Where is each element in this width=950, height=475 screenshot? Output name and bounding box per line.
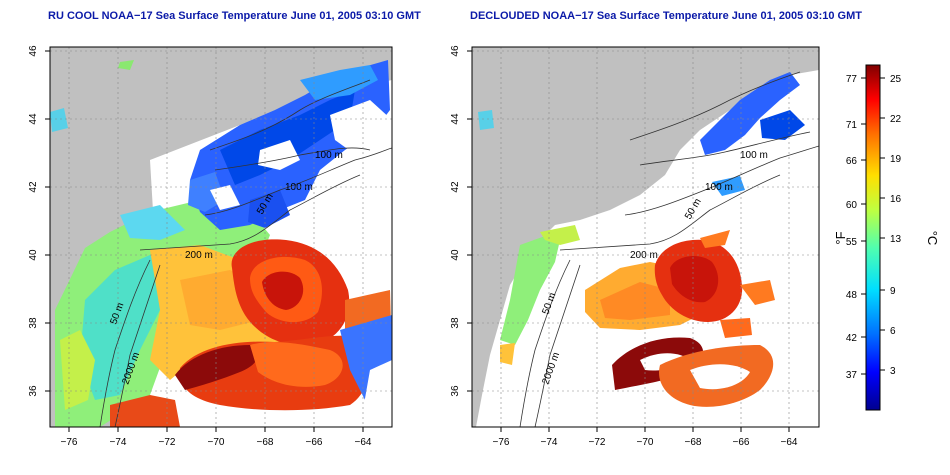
depth-contours (99, 79, 392, 427)
x-tick-label: −64 (781, 437, 798, 448)
x-tick-label: −72 (159, 437, 176, 448)
temperature-colorbar: 77 71 66 60 55 48 42 37 25 22 19 16 13 9… (833, 64, 940, 411)
x-tick-label: −70 (208, 437, 225, 448)
celsius-tick: 16 (890, 194, 902, 205)
colorbar-c-labels: 25 22 19 16 13 9 6 3 (890, 74, 902, 377)
fahrenheit-tick: 71 (846, 120, 858, 131)
y-tick-labels: 36 38 40 42 44 46 (28, 45, 39, 397)
x-tick-labels: −76 −74 −72 −70 −68 −66 −64 (493, 437, 798, 448)
y-tick-label: 46 (28, 45, 39, 57)
sst-field (478, 72, 805, 407)
celsius-tick: 9 (890, 286, 896, 297)
x-tick-label: −76 (493, 437, 510, 448)
y-tick-label: 36 (450, 385, 461, 397)
fahrenheit-label: °F (833, 231, 848, 244)
fahrenheit-tick: 66 (846, 156, 858, 167)
fahrenheit-tick: 77 (846, 74, 858, 85)
colorbar-f-labels: 77 71 66 60 55 48 42 37 (846, 74, 858, 381)
contour-label-100m-a: 100 m (315, 150, 343, 161)
colorbar-gradient (865, 64, 881, 411)
contour-label-200m: 200 m (185, 250, 213, 261)
x-tick-label: −66 (306, 437, 323, 448)
fahrenheit-tick: 48 (846, 290, 858, 301)
x-tick-label: −68 (257, 437, 274, 448)
left-map-panel: 100 m 100 m 50 m 200 m 50 m 2000 m (28, 45, 393, 448)
right-map-panel: 100 m 100 m 50 m 200 m 50 m 2000 m (450, 45, 820, 448)
y-tick-label: 40 (450, 249, 461, 261)
land-area (472, 47, 819, 427)
graticule (50, 47, 392, 427)
fahrenheit-tick: 60 (846, 200, 858, 211)
x-tick-label: −66 (733, 437, 750, 448)
fahrenheit-tick: 42 (846, 333, 858, 344)
contour-label-100m-b: 100 m (705, 182, 733, 193)
y-tick-label: 38 (28, 317, 39, 329)
x-tick-label: −68 (685, 437, 702, 448)
x-tick-label: −74 (110, 437, 127, 448)
x-tick-label: −76 (61, 437, 78, 448)
celsius-tick: 25 (890, 74, 902, 85)
y-tick-labels: 36 38 40 42 44 46 (450, 45, 461, 397)
y-tick-label: 38 (450, 317, 461, 329)
y-tick-label: 44 (450, 113, 461, 125)
right-map-title: DECLOUDED NOAA−17 Sea Surface Temperatur… (470, 10, 862, 22)
celsius-tick: 13 (890, 234, 902, 245)
axis-ticks (467, 50, 790, 432)
fahrenheit-tick: 55 (846, 237, 858, 248)
celsius-label: °C (925, 231, 940, 246)
x-tick-label: −64 (355, 437, 372, 448)
x-tick-labels: −76 −74 −72 −70 −68 −66 −64 (61, 437, 372, 448)
graticule (472, 47, 819, 427)
y-tick-label: 40 (28, 249, 39, 261)
x-tick-label: −70 (637, 437, 654, 448)
colorbar-ticks (861, 77, 885, 375)
depth-contours (519, 71, 819, 427)
celsius-tick: 3 (890, 366, 896, 377)
left-map-title: RU COOL NOAA−17 Sea Surface Temperature … (48, 10, 421, 22)
contour-label-100m-b: 100 m (285, 182, 313, 193)
axis-ticks (45, 50, 364, 432)
y-tick-label: 42 (450, 181, 461, 193)
y-tick-label: 44 (28, 113, 39, 125)
celsius-tick: 19 (890, 154, 902, 165)
map-frame (49, 46, 393, 428)
contour-label-100m-a: 100 m (740, 150, 768, 161)
y-tick-label: 42 (28, 181, 39, 193)
x-tick-label: −74 (541, 437, 558, 448)
fahrenheit-tick: 37 (846, 370, 858, 381)
celsius-tick: 6 (890, 326, 896, 337)
y-tick-label: 36 (28, 385, 39, 397)
celsius-tick: 22 (890, 114, 902, 125)
contour-label-200m: 200 m (630, 250, 658, 261)
y-tick-label: 46 (450, 45, 461, 57)
x-tick-label: −72 (589, 437, 606, 448)
